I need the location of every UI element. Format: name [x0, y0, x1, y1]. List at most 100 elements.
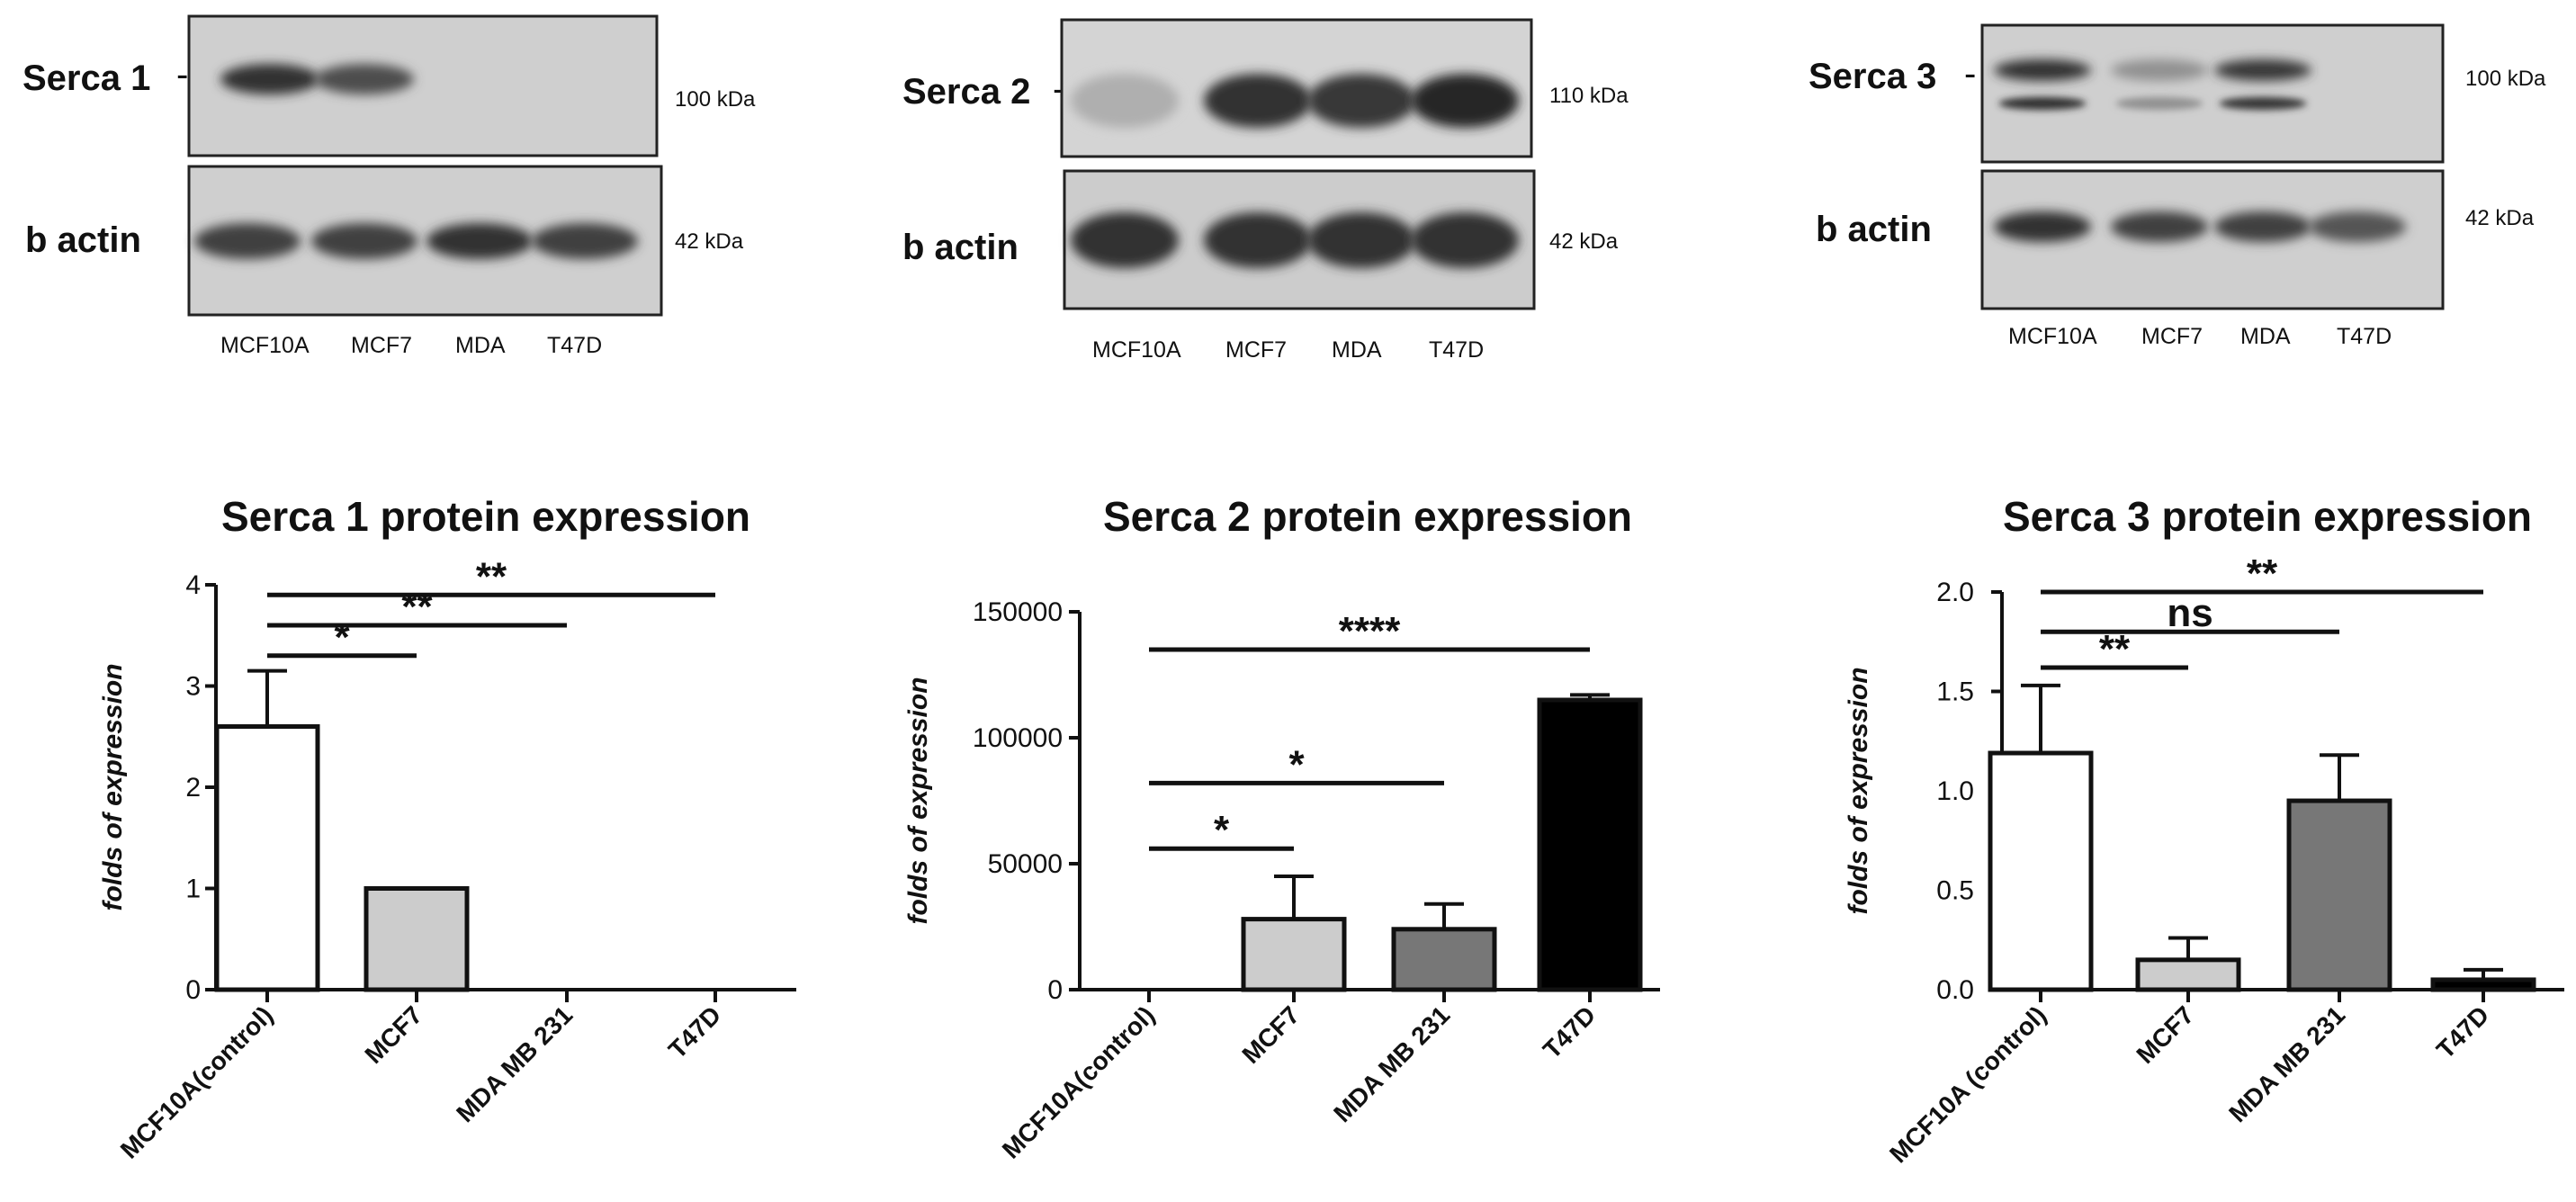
x-tick-label: MCF10A(control) [115, 1000, 278, 1163]
y-tick-label: 3 [185, 672, 201, 702]
blot-serca-2: Serca 2 - 110 kDa b actin 42 kDa MCF10A … [902, 18, 1629, 363]
lane-label: T47D [547, 333, 602, 358]
protein-band [532, 223, 638, 259]
blot-dash: - [176, 55, 188, 94]
blot-actin-kda: 42 kDa [1549, 229, 1619, 254]
y-tick-label: 1.5 [1936, 677, 1974, 707]
protein-band [2214, 59, 2311, 81]
chart-title: Serca 1 protein expression [221, 493, 750, 540]
protein-band-lower [2115, 96, 2204, 111]
protein-band [1204, 74, 1312, 128]
blot-target-label: Serca 3 [1809, 57, 1936, 96]
protein-band-lower [1998, 96, 2087, 111]
blot-target-kda: 110 kDa [1549, 84, 1629, 108]
protein-band [2309, 211, 2406, 242]
lane-label: MDA [2240, 324, 2291, 349]
protein-band [315, 64, 414, 94]
blot-target-kda: 100 kDa [2465, 67, 2546, 91]
blot-actin-label: b actin [1816, 210, 1932, 249]
y-tick-label: 50000 [988, 849, 1063, 879]
bar [2430, 977, 2536, 992]
x-tick-label: MCF10A(control) [997, 1000, 1160, 1163]
x-tick-label: MDA MB 231 [2223, 1000, 2350, 1127]
lane-label: T47D [2337, 324, 2392, 349]
protein-band [1071, 212, 1179, 268]
x-tick-label: MCF7 [359, 1000, 427, 1069]
significance-label: ** [401, 585, 433, 629]
y-axis-label: folds of expression [903, 677, 933, 924]
bar [2286, 798, 2392, 992]
blot-dash: - [1964, 54, 1976, 94]
protein-band [2111, 211, 2208, 242]
blot-target-kda: 100 kDa [675, 87, 756, 112]
y-tick-label: 0 [185, 975, 201, 1005]
band-group [194, 223, 638, 259]
lane-label: MCF7 [2141, 324, 2203, 349]
y-tick-label: 2 [185, 773, 201, 803]
lane-label: T47D [1429, 337, 1484, 363]
significance-label: ** [2247, 552, 2278, 596]
lane-label: MCF10A [1092, 337, 1181, 363]
significance-label: ** [2099, 627, 2131, 671]
band-group [1071, 212, 1519, 268]
blot-target-label: Serca 1 [22, 58, 150, 98]
band-group [1994, 59, 2311, 111]
blot-actin-label: b actin [902, 228, 1019, 267]
blot-target-label: Serca 2 [902, 72, 1030, 112]
y-tick-label: 0.0 [1936, 975, 1974, 1005]
protein-band [1204, 212, 1312, 268]
band-group [220, 64, 414, 94]
blot-actin-kda: 42 kDa [675, 229, 744, 254]
y-tick-label: 2.0 [1936, 578, 1974, 607]
band-group [1994, 211, 2406, 242]
chart-title: Serca 2 protein expression [1103, 493, 1632, 540]
blot-target-membrane [1980, 23, 2445, 164]
x-tick-label: MCF7 [2131, 1000, 2199, 1069]
x-tick-label: MDA MB 231 [1328, 1000, 1455, 1127]
chart-title: Serca 3 protein expression [2003, 493, 2532, 540]
lane-label: MCF7 [1225, 337, 1287, 363]
x-tick-label: MCF10A (control) [1884, 1000, 2051, 1168]
blot-actin-label: b actin [25, 220, 141, 260]
protein-band [1994, 59, 2091, 81]
protein-band [2214, 211, 2311, 242]
protein-band [1307, 212, 1415, 268]
y-axis-label: folds of expression [1844, 667, 1873, 914]
blot-actin-kda: 42 kDa [2465, 206, 2535, 230]
significance-label: **** [1339, 609, 1401, 653]
bar [214, 724, 320, 992]
protein-band [1411, 212, 1519, 268]
y-tick-label: 0 [1047, 975, 1063, 1005]
x-tick-label: MDA MB 231 [451, 1000, 578, 1127]
bar [1391, 927, 1497, 992]
x-tick-label: T47D [1538, 1000, 1601, 1063]
significance-label: ** [476, 554, 507, 598]
y-tick-label: 0.5 [1936, 876, 1974, 906]
y-tick-label: 4 [185, 570, 201, 600]
bar-chart-serca-3: Serca 3 protein expression folds of expre… [1844, 493, 2564, 1169]
protein-band-lower [2219, 96, 2307, 111]
y-tick-label: 1 [185, 875, 201, 904]
x-tick-label: T47D [663, 1000, 726, 1063]
blot-serca-1: Serca 1 - 100 kDa b actin 42 kDa MCF10A … [22, 14, 756, 358]
protein-band [1411, 74, 1519, 128]
y-axis-label: folds of expression [98, 663, 128, 910]
protein-band [1307, 74, 1415, 128]
significance-label: * [334, 615, 350, 659]
lane-label: MDA [455, 333, 506, 358]
y-tick-label: 150000 [973, 597, 1063, 627]
protein-band [426, 223, 533, 259]
protein-band [311, 223, 417, 259]
bar [2135, 957, 2241, 992]
lane-label: MCF7 [351, 333, 412, 358]
bar [1241, 917, 1347, 992]
x-tick-label: T47D [2431, 1000, 2494, 1063]
lane-label: MCF10A [220, 333, 310, 358]
significance-label: ns [2167, 591, 2212, 635]
bar [1988, 750, 2094, 992]
protein-band [2111, 59, 2208, 81]
y-tick-label: 1.0 [1936, 776, 1974, 806]
lane-label: MDA [1332, 337, 1382, 363]
bar [364, 886, 470, 992]
y-tick-label: 100000 [973, 723, 1063, 753]
